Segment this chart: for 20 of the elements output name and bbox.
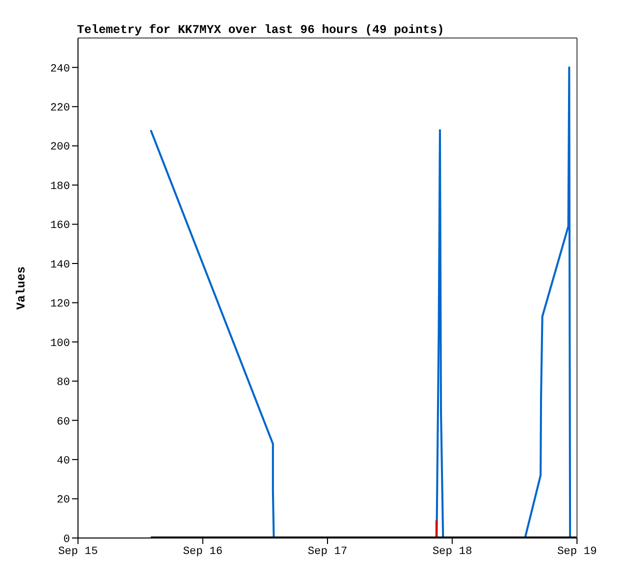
- y-tick-label: 0: [63, 534, 70, 546]
- y-tick-label: 240: [50, 63, 70, 76]
- y-tick-label: 200: [50, 142, 70, 154]
- y-tick-label: 160: [50, 220, 70, 232]
- y-tick-label: 220: [50, 102, 70, 115]
- x-tick-label: Sep 15: [58, 546, 98, 558]
- y-tick-label: 60: [56, 416, 70, 428]
- y-tick-label: 140: [50, 259, 70, 272]
- y-tick-label: 80: [56, 377, 70, 390]
- y-tick-label: 180: [50, 180, 70, 193]
- x-tick-label: Sep 17: [308, 546, 348, 558]
- x-tick-label: Sep 19: [557, 546, 597, 558]
- y-tick-label: 120: [50, 298, 70, 311]
- y-tick-label: 40: [56, 455, 70, 468]
- y-tick-label: 20: [56, 494, 70, 507]
- y-axis-title: Values: [14, 266, 28, 310]
- chart-title: Telemetry for KK7MYX over last 96 hours (49 points): [77, 23, 444, 37]
- x-tick-label: Sep 16: [182, 546, 223, 558]
- y-tick-label: 100: [50, 338, 70, 350]
- x-tick-label: Sep 18: [432, 546, 472, 558]
